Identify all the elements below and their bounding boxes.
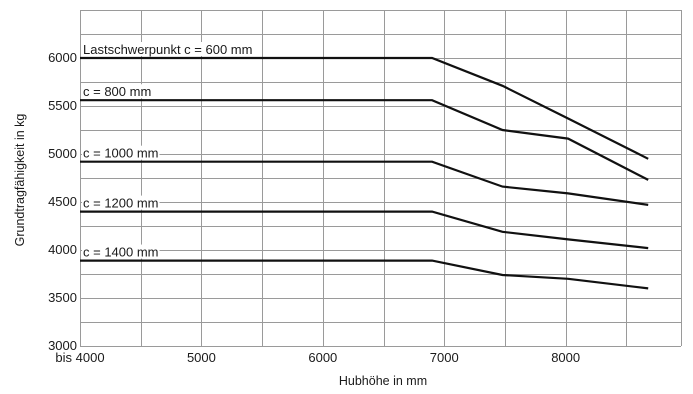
series-label: c = 1400 mm (83, 245, 159, 260)
series-label: c = 1200 mm (83, 196, 159, 211)
series-label: Lastschwerpunkt c = 600 mm (83, 42, 252, 57)
series-group: Lastschwerpunkt c = 600 mm c = 800 mm c = … (80, 42, 648, 288)
x-tick-label: bis 4000 (55, 350, 104, 365)
x-tick-label: 5000 (187, 350, 216, 365)
series-line (80, 100, 648, 180)
y-tick-label: 5500 (48, 98, 77, 113)
y-axis-label: Grundtragfähigkeit in kg (13, 114, 27, 247)
y-tick-label: 4000 (48, 242, 77, 257)
x-axis-ticks: bis 4000 5000 6000 7000 8000 (55, 350, 580, 365)
x-tick-label: 7000 (430, 350, 459, 365)
series-label: c = 1000 mm (83, 146, 159, 161)
series-label: c = 800 mm (83, 84, 151, 99)
series-line (80, 58, 648, 159)
series-line (80, 212, 648, 249)
x-tick-label: 6000 (308, 350, 337, 365)
y-tick-label: 5000 (48, 146, 77, 161)
plot-grid (80, 10, 682, 347)
y-tick-label: 4500 (48, 194, 77, 209)
x-axis-label: Hubhöhe in mm (339, 374, 427, 388)
y-tick-label: 6000 (48, 50, 77, 65)
x-tick-label: 8000 (551, 350, 580, 365)
y-tick-label: 3500 (48, 290, 77, 305)
series-line (80, 162, 648, 205)
